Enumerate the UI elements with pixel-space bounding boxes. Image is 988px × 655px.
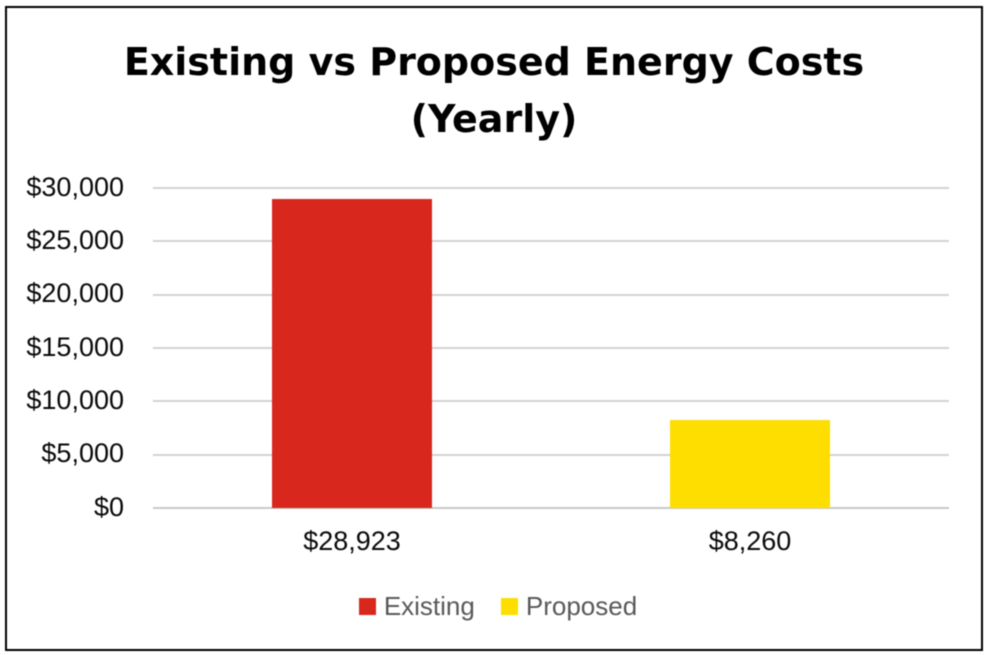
chart-title-line2: (Yearly) <box>410 97 578 141</box>
chart-border <box>5 6 983 651</box>
legend-item-proposed: Proposed <box>500 591 638 621</box>
gridline <box>153 240 949 243</box>
legend: Existing Proposed <box>0 593 988 619</box>
bar-proposed <box>670 419 830 508</box>
axis-line-x <box>153 507 949 509</box>
gridline <box>153 400 949 403</box>
legend-swatch-proposed <box>500 597 518 615</box>
y-axis-tick-label: $10,000 <box>26 384 124 415</box>
legend-label: Existing <box>383 591 475 621</box>
y-axis-tick-label: $0 <box>93 491 124 522</box>
gridline <box>153 187 949 189</box>
y-axis-tick-label: $25,000 <box>26 224 124 255</box>
x-axis-category-label: $8,260 <box>708 526 792 556</box>
bar-existing <box>272 199 432 508</box>
legend-item-existing: Existing <box>358 591 475 621</box>
y-axis-tick-label: $5,000 <box>41 438 124 469</box>
chart-title: Existing vs Proposed Energy Costs (Yearl… <box>0 34 988 148</box>
gridline <box>153 453 949 456</box>
legend-swatch-existing <box>358 597 376 615</box>
gridline <box>153 293 949 296</box>
y-axis-tick-label: $15,000 <box>26 331 124 362</box>
gridline <box>153 347 949 349</box>
x-axis-category-label: $28,923 <box>303 526 401 556</box>
legend-label: Proposed <box>525 591 638 621</box>
chart-title-line1: Existing vs Proposed Energy Costs <box>123 40 865 84</box>
y-axis-tick-label: $20,000 <box>26 278 124 309</box>
y-axis-tick-label: $30,000 <box>26 171 124 202</box>
